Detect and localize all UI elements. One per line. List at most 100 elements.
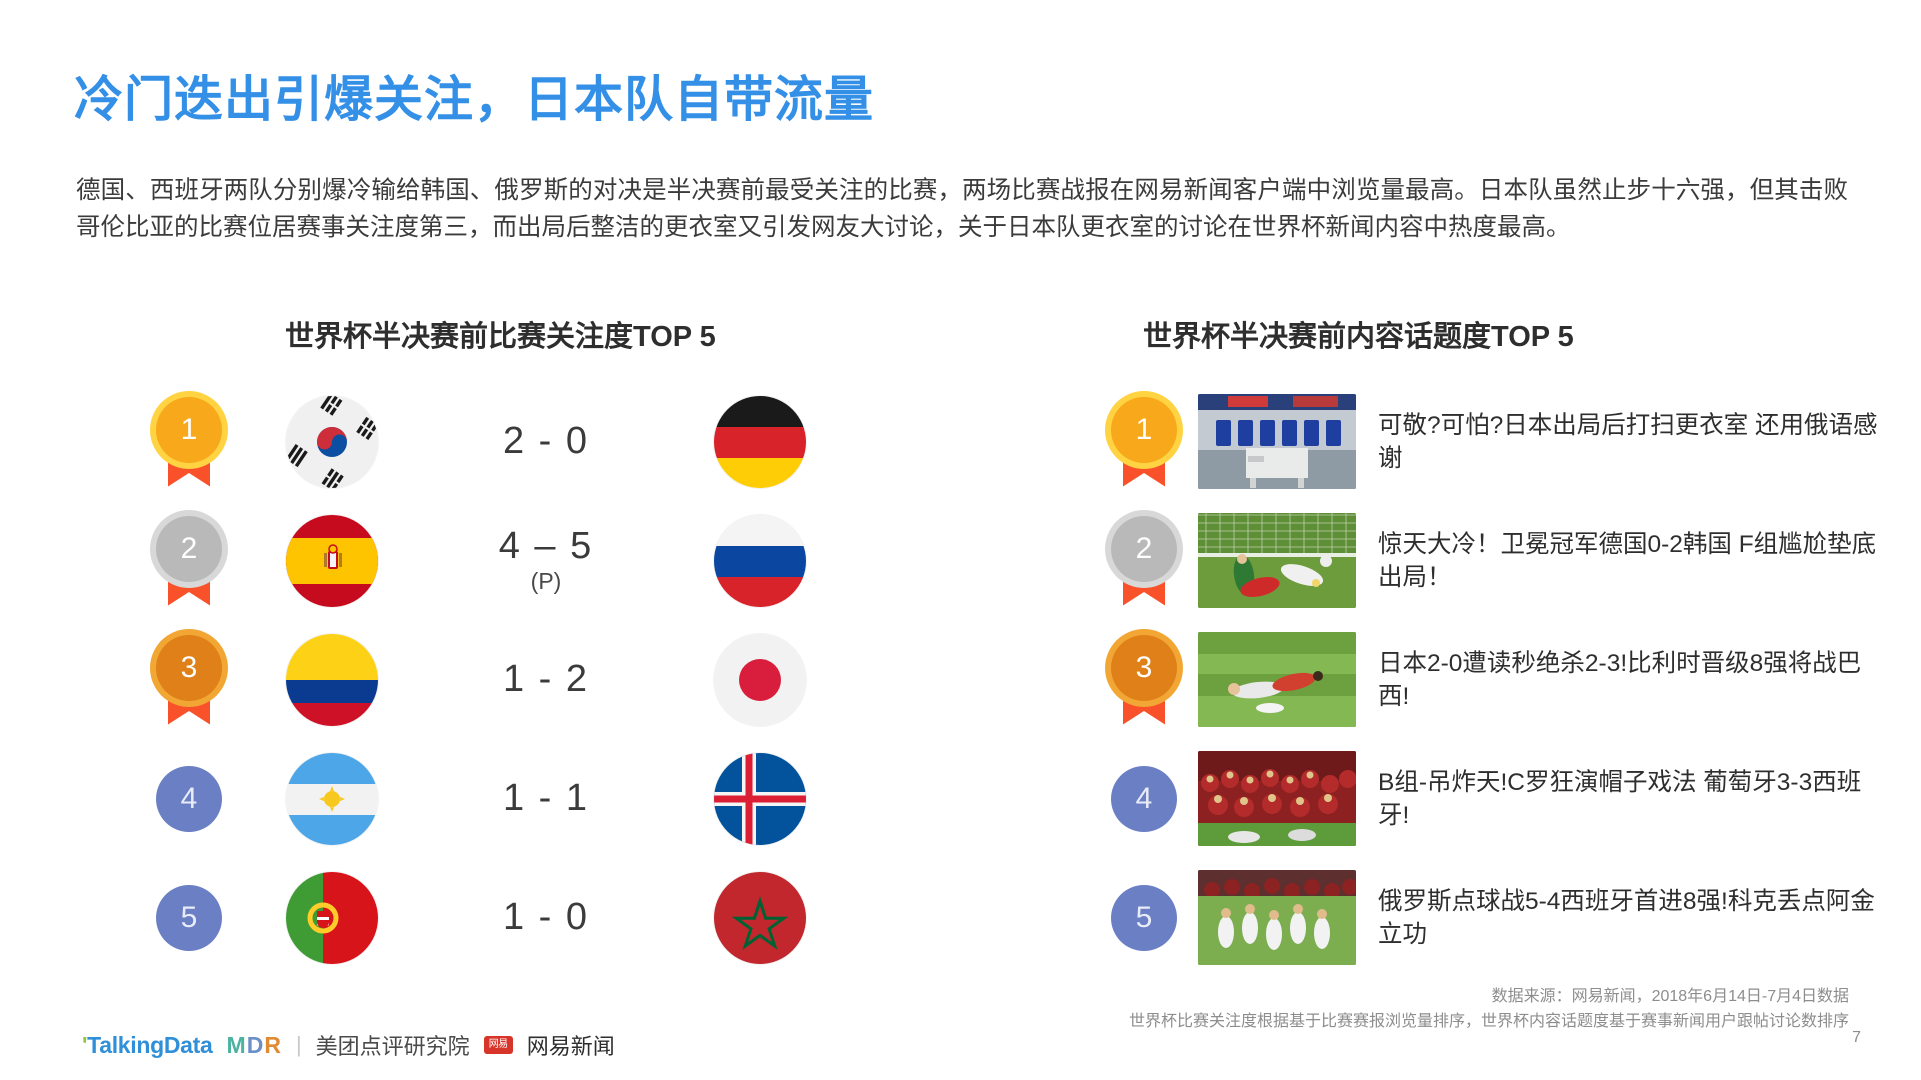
right-column-heading: 世界杯半决赛前内容话题度TOP 5 — [1143, 321, 1574, 353]
rank-cell: 2 — [1090, 515, 1198, 606]
list-item[interactable]: 2 — [1090, 501, 1880, 620]
news-headline[interactable]: 惊天大冷！卫冕冠军德国0-2韩国 F组尴尬垫底出局！ — [1378, 530, 1877, 591]
thumbnail-celebration[interactable] — [1198, 870, 1356, 965]
medal-silver-icon: 2 — [156, 515, 222, 606]
rank-cell: 2 — [130, 515, 248, 606]
score-cell: 1 - 1 — [416, 776, 676, 819]
rank-badge: 5 — [156, 884, 222, 951]
left-column-heading: 世界杯半决赛前比赛关注度TOP 5 — [285, 321, 716, 353]
news-headline[interactable]: 日本2-0遭读秒绝杀2-3!比利时晋级8强将战巴西! — [1378, 649, 1862, 710]
flag-germany-icon — [714, 395, 806, 488]
rank-number: 3 — [156, 634, 222, 701]
flag-argentina-icon — [286, 752, 378, 845]
logo-mdr-d: D — [246, 1031, 265, 1058]
rank-cell: 1 — [1090, 396, 1198, 487]
score-value: 2 - 0 — [502, 419, 590, 462]
logo-divider: | — [295, 1032, 302, 1057]
list-item[interactable]: 3 日本2-0遭读秒绝杀2-3!比利时晋级8强将战巴西! — [1090, 620, 1880, 739]
page-title: 冷门迭出引爆关注，日本队自带流量 — [74, 73, 875, 127]
home-flag-cell — [248, 514, 416, 607]
flag-morocco-icon — [714, 871, 806, 964]
rank-cell: 3 — [130, 634, 248, 725]
rank-cell: 3 — [1090, 634, 1198, 725]
logo-mdr-m: M — [226, 1031, 247, 1058]
rank-badge: 5 — [1111, 884, 1177, 951]
away-flag-cell — [676, 752, 844, 845]
score-cell: 1 - 0 — [416, 895, 676, 938]
thumbnail-red-crowd[interactable] — [1198, 751, 1356, 846]
logo-mdr-r: R — [264, 1031, 282, 1058]
logo-bar: 'TalkingData MDR | 美团点评研究院 网易 网易新闻 — [82, 1029, 615, 1061]
flag-south-korea-icon — [286, 395, 378, 488]
rank-number: 3 — [1111, 634, 1177, 701]
rank-number: 2 — [156, 515, 222, 582]
medal-gold-icon: 1 — [156, 396, 222, 487]
flag-portugal-icon — [286, 871, 378, 964]
score-cell: 1 - 2 — [416, 657, 676, 700]
table-row: 1 — [130, 382, 930, 501]
rank-badge: 4 — [1111, 765, 1177, 832]
rank-cell: 5 — [130, 884, 248, 951]
score-value: 1 - 0 — [502, 895, 590, 938]
rank-number: 5 — [180, 900, 198, 934]
logo-mdr: MDR — [227, 1032, 282, 1059]
list-item[interactable]: 5 — [1090, 858, 1880, 977]
thumbnail-pitch-players[interactable] — [1198, 632, 1356, 727]
logo-netease-news: 网易新闻 — [526, 1034, 615, 1059]
page-number: 7 — [1852, 1029, 1861, 1046]
table-row: 5 1 - 0 — [130, 858, 930, 977]
flag-spain-icon — [286, 514, 378, 607]
score-cell: 2 - 0 — [416, 419, 676, 462]
rank-cell: 4 — [130, 765, 248, 832]
home-flag-cell — [248, 752, 416, 845]
medal-bronze-icon: 3 — [156, 634, 222, 725]
source-line-1: 数据来源：网易新闻，2018年6月14日-7月4日数据 — [1491, 988, 1849, 1005]
home-flag-cell — [248, 395, 416, 488]
rank-cell: 1 — [130, 396, 248, 487]
table-row: 3 1 - 2 — [130, 620, 930, 739]
netease-badge-icon: 网易 — [483, 1035, 513, 1055]
score-value: 1 - 2 — [502, 657, 590, 700]
score-value: 4 – 5 — [498, 525, 594, 568]
rank-number: 4 — [1135, 781, 1153, 815]
thumbnail-locker-room[interactable] — [1198, 394, 1356, 489]
news-headline[interactable]: B组-吊炸天!C罗狂演帽子戏法 葡萄牙3-3西班牙! — [1378, 768, 1862, 829]
away-flag-cell — [676, 514, 844, 607]
list-item[interactable]: 4 — [1090, 739, 1880, 858]
rank-cell: 5 — [1090, 884, 1198, 951]
thumbnail-goal-mouth[interactable] — [1198, 513, 1356, 608]
logo-meituan: 美团点评研究院 — [315, 1034, 470, 1059]
rank-number: 2 — [1111, 515, 1177, 582]
news-headline[interactable]: 俄罗斯点球战5-4西班牙首进8强!科克丢点阿金立功 — [1378, 887, 1875, 948]
score-note: (P) — [530, 568, 562, 595]
home-flag-cell — [248, 871, 416, 964]
source-note: 数据来源：网易新闻，2018年6月14日-7月4日数据 世界杯比赛关注度根据基于… — [1129, 984, 1849, 1034]
match-list: 1 — [130, 382, 930, 977]
rank-number: 1 — [1111, 396, 1177, 463]
medal-gold-icon: 1 — [1111, 396, 1177, 487]
logo-talkingdata-text: TalkingData — [87, 1031, 213, 1058]
rank-number: 1 — [156, 396, 222, 463]
source-line-2: 世界杯比赛关注度根据基于比赛赛报浏览量排序，世界杯内容话题度基于赛事新闻用户跟帖… — [1128, 1013, 1849, 1030]
away-flag-cell — [676, 871, 844, 964]
intro-paragraph: 德国、西班牙两队分别爆冷输给韩国、俄罗斯的对决是半决赛前最受关注的比赛，两场比赛… — [76, 177, 1848, 241]
rank-badge: 4 — [156, 765, 222, 832]
home-flag-cell — [248, 633, 416, 726]
rank-number: 5 — [1135, 900, 1153, 934]
logo-dot-icon: ' — [82, 1031, 88, 1058]
rank-number: 4 — [180, 781, 198, 815]
flag-russia-icon — [714, 514, 806, 607]
table-row: 4 1 - 1 — [130, 739, 930, 858]
score-value: 1 - 1 — [502, 776, 590, 819]
news-list: 1 — [1090, 382, 1880, 977]
score-cell: 4 – 5 (P) — [416, 525, 676, 595]
away-flag-cell — [676, 395, 844, 488]
flag-japan-icon — [714, 633, 806, 726]
list-item[interactable]: 1 — [1090, 382, 1880, 501]
table-row: 2 — [130, 501, 930, 620]
news-headline[interactable]: 可敬?可怕?日本出局后打扫更衣室 还用俄语感谢 — [1378, 411, 1878, 472]
flag-colombia-icon — [286, 633, 378, 726]
medal-bronze-icon: 3 — [1111, 634, 1177, 725]
medal-silver-icon: 2 — [1111, 515, 1177, 606]
